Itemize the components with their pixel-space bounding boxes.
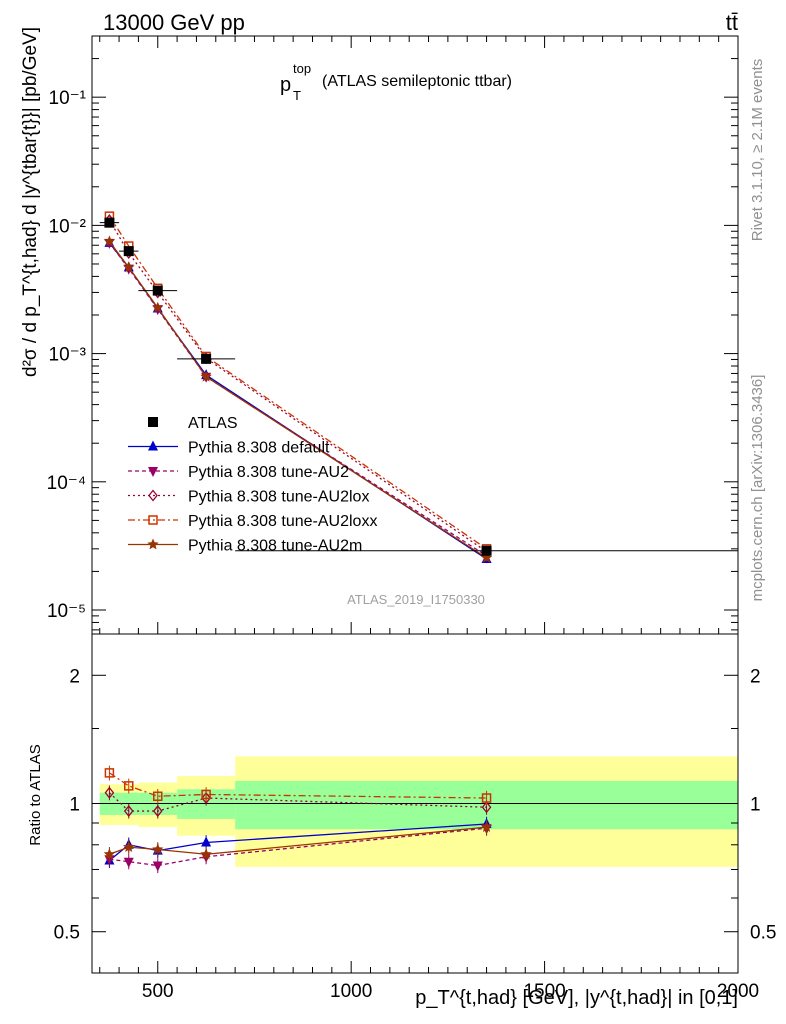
ratio-point (104, 768, 115, 778)
y-tick-label-upper: 10⁻⁴ (47, 473, 86, 494)
data-point (480, 551, 493, 563)
legend-item: ATLAS (148, 415, 238, 432)
legend-label: Pythia 8.308 tune-AU2lox (188, 489, 369, 506)
ratio-point (201, 789, 211, 800)
series-ratio-line (109, 772, 487, 799)
y-tick-label-upper: 10⁻³ (49, 345, 87, 366)
y-tick-label-ratio-right: 1 (750, 795, 761, 816)
ratio-point (481, 801, 492, 814)
y-tick-label-ratio-right: 2 (750, 666, 761, 687)
x-tick-label: 500 (142, 981, 174, 1002)
ratio-point (200, 848, 212, 860)
x-axis-label: p_T^{t,had} [GeV], |y^{t,had}| in [0,1] (415, 987, 738, 1009)
energy-label: 13000 GeV pp (103, 10, 245, 35)
title-main: p (280, 74, 291, 96)
ratio-point (123, 781, 134, 791)
x-tick-label: 1000 (330, 981, 372, 1002)
ratio-uncertainty-bands (92, 756, 739, 867)
legend-marker (148, 515, 158, 525)
ratio-point (123, 841, 135, 852)
legend: ATLAS Pythia 8.308 default Pythia 8.308 tu… (128, 415, 377, 555)
y-axis-label-upper: d²σ / d p_T^{t,had} d |y^{tbar{t}}| [pb/… (20, 27, 41, 377)
x-tick-label: 2000 (717, 981, 759, 1002)
data-point (103, 235, 116, 247)
data-point (152, 285, 163, 296)
legend-item: Pythia 8.308 tune-AU2lox (128, 489, 369, 506)
ratio-point (152, 843, 164, 855)
data-point (152, 301, 164, 313)
ratio-point (201, 791, 211, 805)
legend-marker (148, 489, 158, 502)
ratio-point (103, 848, 116, 860)
y-tick-label-ratio-left: 1 (69, 795, 80, 816)
y-tick-label-ratio-left: 2 (69, 666, 80, 687)
y-tick-label-ratio-left: 0.5 (54, 923, 80, 944)
legend-item: Pythia 8.308 tune-AU2m (128, 538, 362, 555)
legend-marker (148, 467, 158, 477)
y-tick-label-upper: 10⁻² (49, 216, 87, 237)
ratio-point (104, 786, 115, 799)
series-5 (103, 235, 493, 862)
series-ratio-line (109, 827, 487, 867)
series-layer (99, 211, 738, 874)
data-point (481, 545, 492, 556)
series-atlas (99, 217, 738, 556)
ratio-point (123, 805, 134, 818)
legend-label: Pythia 8.308 default (188, 440, 330, 457)
legend-marker (148, 440, 158, 451)
title-subscript: T (293, 88, 301, 103)
y-axis-label-ratio: Ratio to ATLAS (27, 744, 44, 845)
mcplots-label: mcplots.cern.ch [arXiv:1306.3436] (749, 375, 766, 602)
y-tick-label-upper: 10⁻⁵ (47, 601, 86, 622)
title-rest: (ATLAS semileptonic ttbar) (322, 73, 512, 90)
ratio-point (481, 793, 492, 803)
data-point (200, 370, 212, 382)
legend-item: Pythia 8.308 default (128, 440, 330, 457)
legend-label: ATLAS (188, 415, 238, 432)
data-point (123, 246, 134, 257)
ratio-point (123, 857, 134, 868)
series-line (108, 241, 487, 559)
ratio-point (152, 805, 163, 818)
series-4 (104, 211, 492, 806)
y-tick-label-upper: 10⁻¹ (49, 88, 87, 109)
analysis-id: ATLAS_2019_I1750330 (347, 592, 485, 607)
legend-item: Pythia 8.308 tune-AU2 (128, 464, 349, 481)
axis-ticks: 500 1000 1500 2000 10⁻⁵ 10⁻⁴ 10⁻³ 10⁻² 10⁻¹ 0.5 0.… (47, 36, 776, 1002)
rivet-label: Rivet 3.1.10, ≥ 2.1M events (749, 59, 766, 242)
legend-item: Pythia 8.308 tune-AU2loxx (128, 513, 377, 530)
legend-label: Pythia 8.308 tune-AU2loxx (188, 513, 377, 530)
legend-marker (148, 417, 158, 427)
data-point (104, 217, 115, 228)
y-tick-label-ratio-right: 0.5 (750, 923, 776, 944)
series-line (108, 242, 487, 557)
ratio-point (152, 861, 163, 872)
process-label: tt̄ (726, 10, 738, 35)
legend-label: Pythia 8.308 tune-AU2 (188, 464, 349, 481)
legend-label: Pythia 8.308 tune-AU2m (188, 538, 362, 555)
data-point (201, 353, 212, 364)
data-point (123, 261, 135, 273)
ratio-point (201, 836, 212, 847)
legend-marker (147, 538, 159, 550)
ratio-point (480, 821, 493, 832)
series-line (108, 219, 487, 553)
ratio-point (153, 791, 163, 801)
x-tick-label: 1500 (523, 981, 565, 1002)
title-superscript: top (293, 61, 311, 76)
plot-title: p top T (ATLAS semileptonic ttbar) (280, 61, 512, 103)
